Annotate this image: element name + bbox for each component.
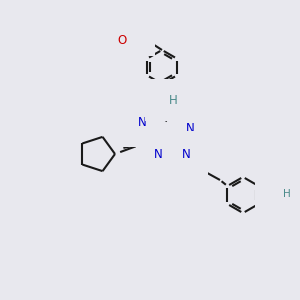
Text: O: O (273, 188, 282, 200)
Text: P: P (130, 26, 137, 38)
Text: N: N (160, 94, 168, 106)
Text: N: N (186, 122, 194, 134)
Text: H: H (283, 189, 290, 199)
Text: N: N (182, 148, 190, 161)
Text: N: N (138, 116, 146, 130)
Text: O: O (117, 34, 127, 46)
Text: N: N (154, 148, 162, 161)
Text: H: H (169, 94, 177, 106)
